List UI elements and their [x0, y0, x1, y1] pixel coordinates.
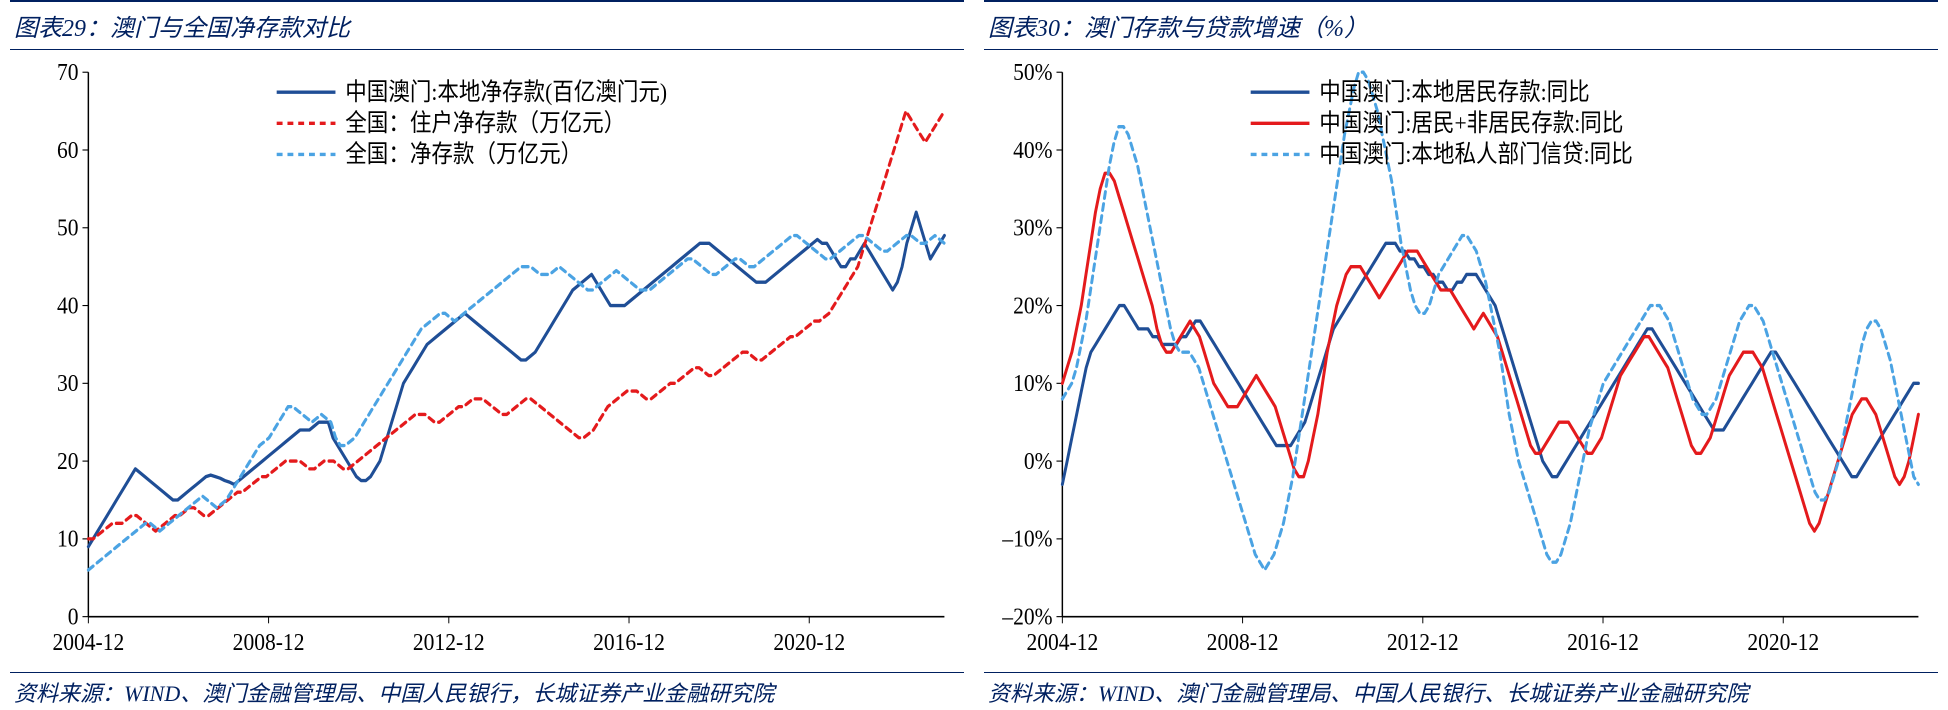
- svg-text:20%: 20%: [1013, 291, 1052, 319]
- svg-text:40%: 40%: [1013, 135, 1052, 163]
- svg-text:10%: 10%: [1013, 369, 1052, 397]
- svg-text:20: 20: [57, 447, 79, 475]
- svg-text:中国澳门:本地居民存款:同比: 中国澳门:本地居民存款:同比: [1319, 78, 1589, 106]
- svg-text:0%: 0%: [1024, 447, 1053, 475]
- svg-text:10: 10: [57, 524, 79, 552]
- chart-left: 0 10 20 30 40 50 60 70 2004-12 2008-12 2012-12 2016…: [10, 50, 964, 672]
- svg-text:中国澳门:居民+非居民存款:同比: 中国澳门:居民+非居民存款:同比: [1319, 109, 1623, 137]
- svg-text:60: 60: [57, 135, 79, 163]
- svg-text:50: 50: [57, 213, 79, 241]
- svg-text:0: 0: [68, 602, 79, 630]
- svg-text:2020-12: 2020-12: [773, 628, 845, 656]
- chart-right: –20% –10% 0% 10% 20% 30% 40% 50% 2004-12 2008-12 2…: [984, 50, 1938, 672]
- chart-title-right: 图表30：澳门存款与贷款增速（%）: [984, 0, 1938, 50]
- svg-text:2020-12: 2020-12: [1747, 628, 1819, 656]
- left-panel: 图表29：澳门与全国净存款对比 0 10 20 30 40 50 60 70 2004-12 20…: [0, 0, 974, 710]
- svg-text:全国：住户净存款（万亿元）: 全国：住户净存款（万亿元）: [345, 109, 625, 137]
- svg-text:70: 70: [57, 58, 79, 86]
- title-index: 图表29：: [14, 16, 110, 42]
- svg-text:–10%: –10%: [1001, 524, 1052, 552]
- svg-text:2016-12: 2016-12: [1567, 628, 1639, 656]
- svg-text:30%: 30%: [1013, 213, 1052, 241]
- svg-text:2004-12: 2004-12: [1026, 628, 1098, 656]
- title-text: 澳门与全国净存款对比: [110, 16, 350, 42]
- svg-text:2012-12: 2012-12: [413, 628, 485, 656]
- right-panel: 图表30：澳门存款与贷款增速（%） –20% –10% 0% 10% 20% 30% 40%…: [974, 0, 1948, 710]
- svg-text:2008-12: 2008-12: [1207, 628, 1279, 656]
- source-left: 资料来源：WIND、澳门金融管理局、中国人民银行，长城证券产业金融研究院: [10, 672, 964, 710]
- chart-title-left: 图表29：澳门与全国净存款对比: [10, 0, 964, 50]
- svg-text:中国澳门:本地净存款(百亿澳门元): 中国澳门:本地净存款(百亿澳门元): [345, 78, 667, 106]
- svg-text:2012-12: 2012-12: [1387, 628, 1459, 656]
- svg-text:全国：净存款（万亿元）: 全国：净存款（万亿元）: [345, 140, 582, 168]
- svg-text:2004-12: 2004-12: [52, 628, 124, 656]
- svg-text:中国澳门:本地私人部门信贷:同比: 中国澳门:本地私人部门信贷:同比: [1319, 140, 1633, 168]
- svg-text:40: 40: [57, 291, 79, 319]
- title-text: 澳门存款与贷款增速（%）: [1084, 16, 1368, 42]
- source-right: 资料来源：WIND、澳门金融管理局、中国人民银行、长城证券产业金融研究院: [984, 672, 1938, 710]
- svg-text:50%: 50%: [1013, 58, 1052, 86]
- title-index: 图表30：: [988, 16, 1084, 42]
- svg-text:30: 30: [57, 369, 79, 397]
- svg-text:–20%: –20%: [1001, 602, 1052, 630]
- svg-text:2016-12: 2016-12: [593, 628, 665, 656]
- svg-text:2008-12: 2008-12: [233, 628, 305, 656]
